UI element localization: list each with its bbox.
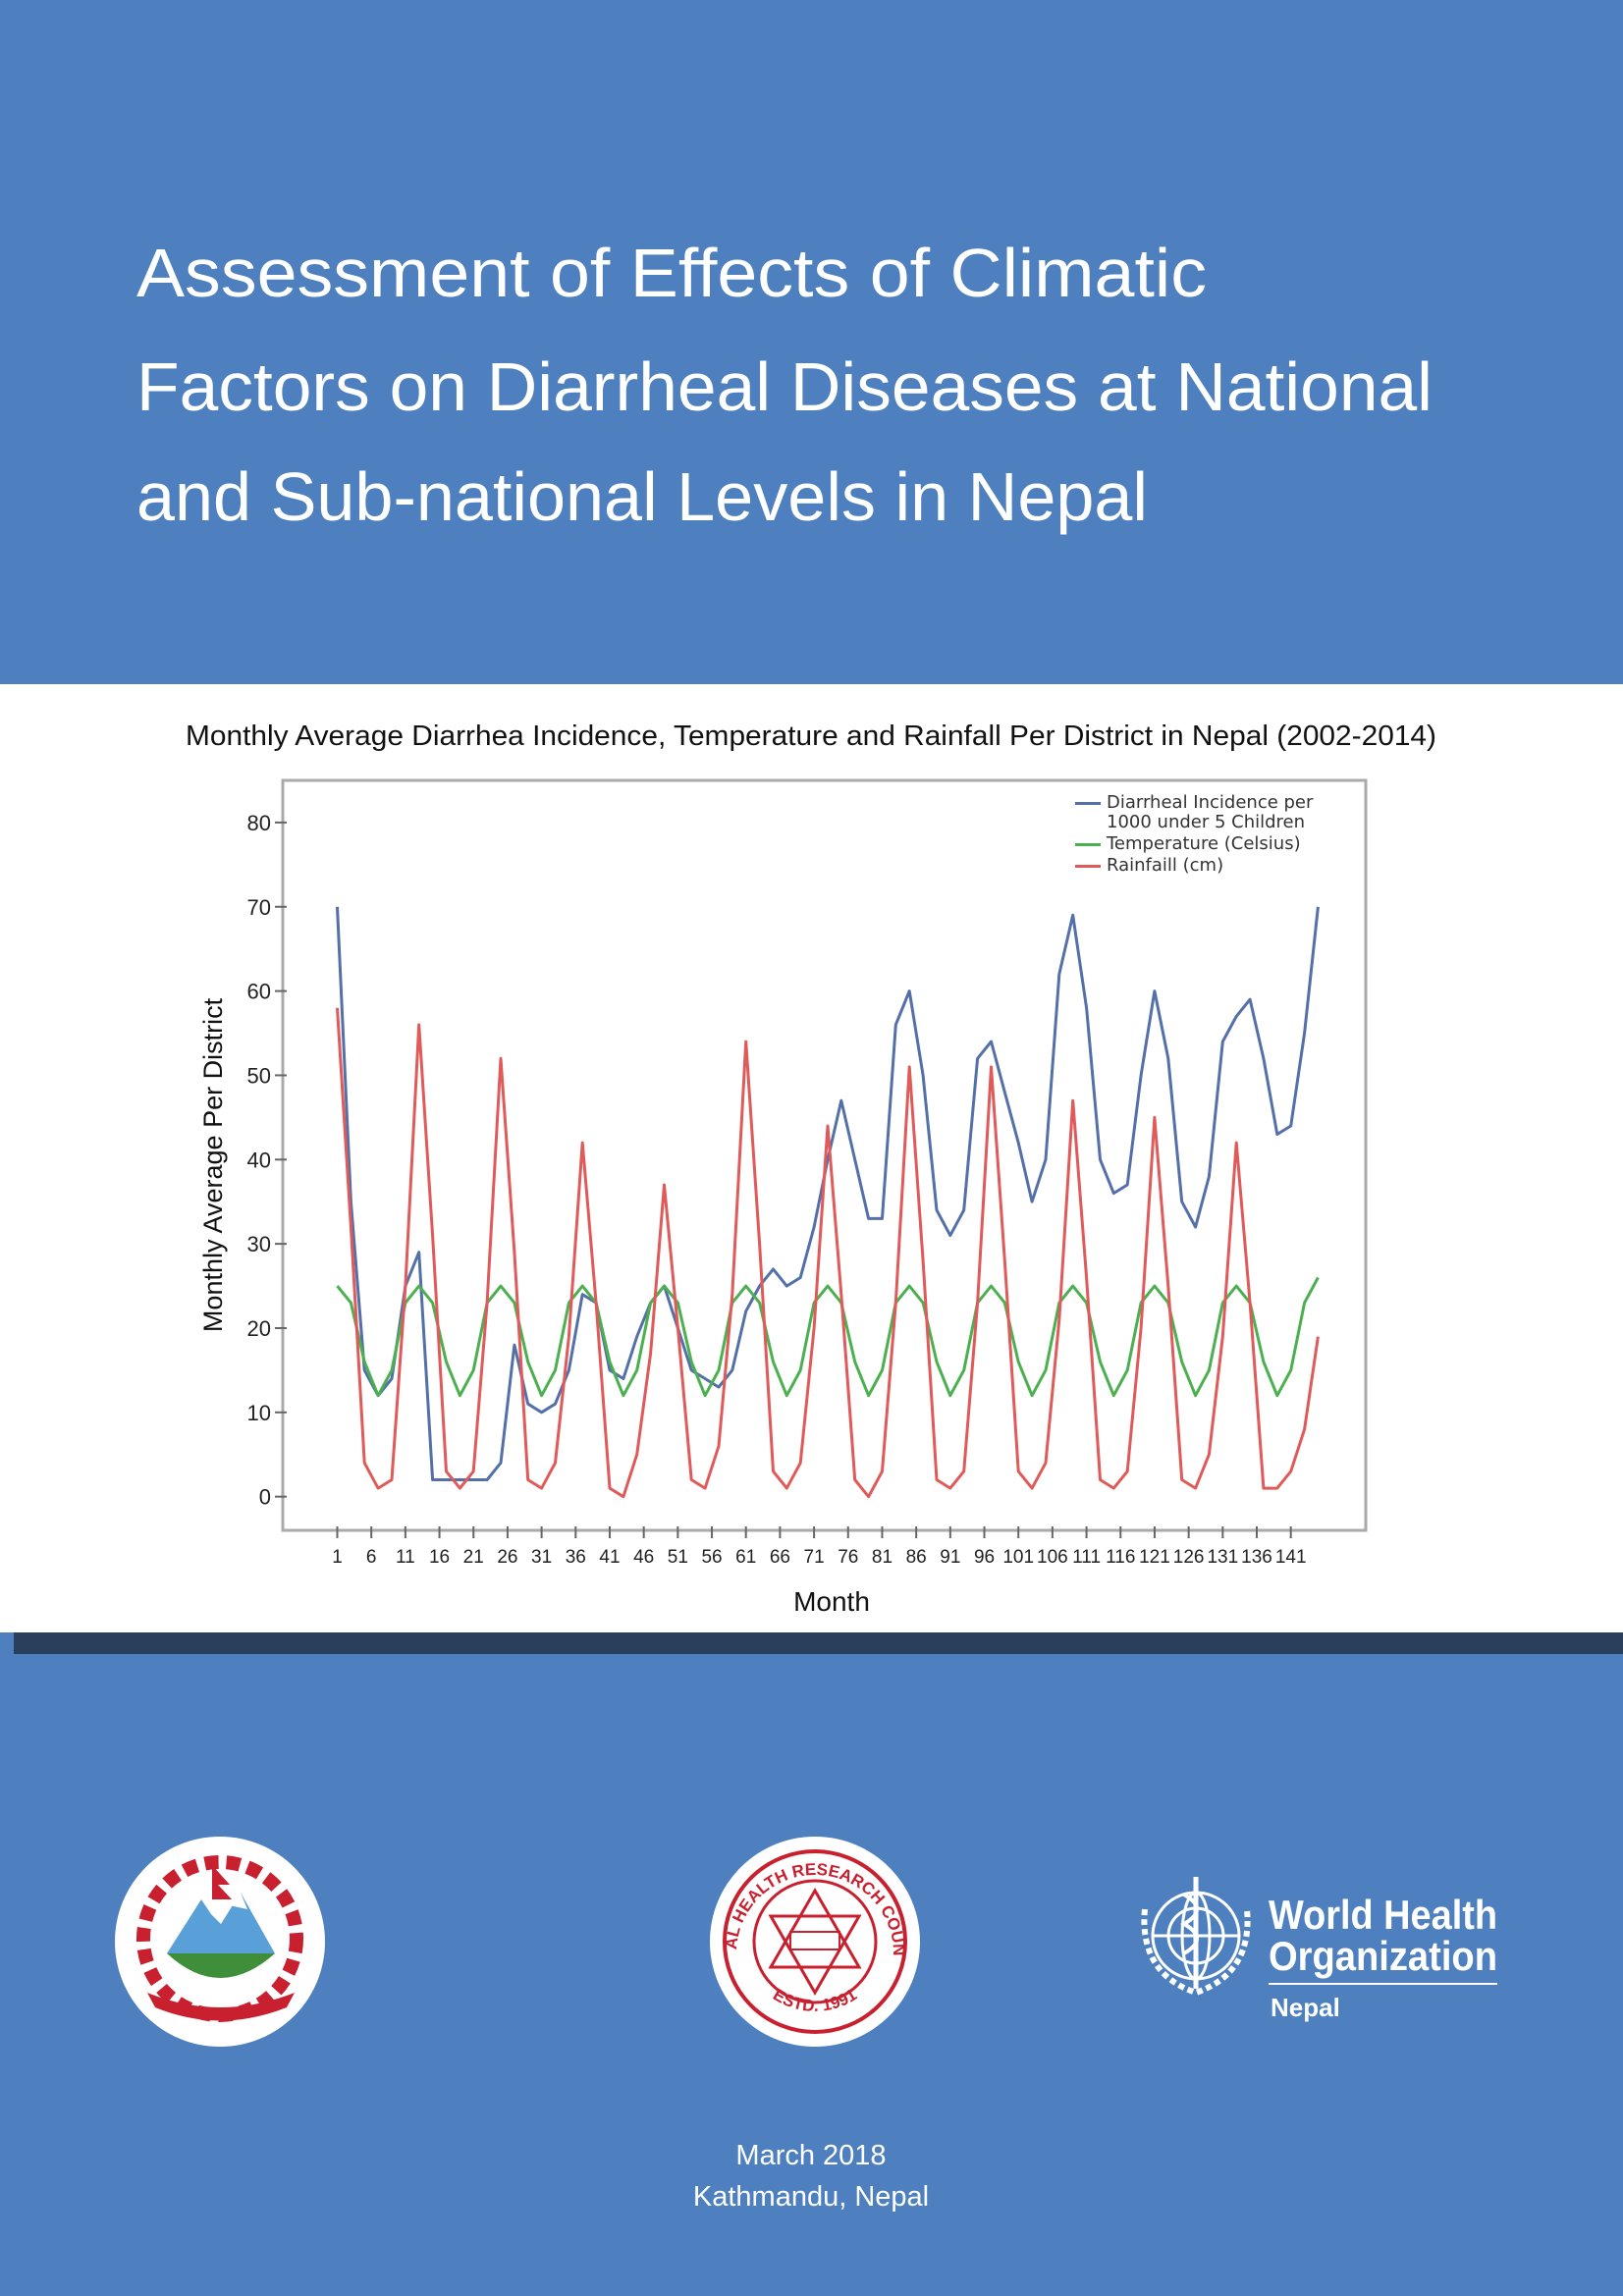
- x-tick-label: 111: [1072, 1547, 1101, 1568]
- x-tick-label: 36: [566, 1547, 586, 1568]
- legend-key: [1075, 843, 1101, 846]
- x-tick-label: 141: [1275, 1547, 1307, 1568]
- x-tick-label: 21: [463, 1547, 484, 1568]
- x-tick-label: 66: [770, 1547, 790, 1568]
- legend-entry: Rainfaill (cm): [1075, 856, 1360, 876]
- x-tick-label: 86: [906, 1547, 927, 1568]
- x-tick-label: 106: [1037, 1547, 1068, 1568]
- x-tick-label: 1: [332, 1547, 343, 1568]
- y-tick-label: 10: [247, 1401, 271, 1425]
- title-line: Assessment of Effects of Climatic: [136, 235, 1207, 311]
- y-tick-label: 80: [247, 811, 271, 835]
- shadow: [14, 1632, 1623, 1654]
- x-tick-label: 46: [633, 1547, 654, 1568]
- who-logo: World Health Organization Nepal: [1141, 1877, 1497, 2022]
- x-tick-label: 71: [804, 1547, 825, 1568]
- legend-entry: Temperature (Celsius): [1075, 834, 1360, 854]
- x-tick-label: 61: [735, 1547, 756, 1568]
- x-tick-label: 131: [1207, 1547, 1238, 1568]
- legend-label: Temperature (Celsius): [1107, 833, 1301, 854]
- x-tick-label: 41: [599, 1547, 620, 1568]
- who-country: Nepal: [1271, 1993, 1340, 2022]
- y-tick-label: 40: [247, 1148, 271, 1172]
- y-tick-label: 20: [247, 1316, 271, 1341]
- legend-key: [1075, 802, 1101, 805]
- chart-title: Monthly Average Diarrhea Incidence, Temp…: [186, 721, 1436, 752]
- x-tick-label: 26: [497, 1547, 517, 1568]
- x-tick-label: 6: [366, 1547, 377, 1568]
- x-tick-label: 16: [429, 1547, 450, 1568]
- title-line: and Sub-national Levels in Nepal: [136, 458, 1148, 535]
- series-line: [336, 1276, 1320, 1398]
- y-tick-label: 60: [247, 980, 271, 1004]
- y-tick-label: 30: [247, 1232, 271, 1256]
- legend-box: Diarrheal Incidence per 1000 under 5 Chi…: [1075, 793, 1360, 876]
- top-band: [0, 0, 1623, 684]
- y-axis-label: Monthly Average Per District: [198, 997, 228, 1332]
- date: March 2018: [735, 2140, 886, 2171]
- place: Kathmandu, Nepal: [693, 2181, 929, 2213]
- title: Assessment of Effects of Climatic Factor…: [136, 235, 1433, 535]
- who-name: World Health: [1269, 1892, 1497, 1938]
- legend-label: Diarrheal Incidence per 1000 under 5 Chi…: [1107, 793, 1314, 832]
- x-axis-label: Month: [793, 1586, 870, 1617]
- legend-label: Rainfaill (cm): [1107, 855, 1224, 876]
- x-tick-label: 81: [872, 1547, 893, 1568]
- x-tick-label: 121: [1139, 1547, 1170, 1568]
- series-line: [336, 906, 1320, 1481]
- x-tick-label: 116: [1106, 1547, 1135, 1568]
- legend-entry: Diarrheal Incidence per 1000 under 5 Chi…: [1075, 793, 1360, 832]
- y-tick-label: 70: [247, 895, 271, 920]
- series-line: [336, 1007, 1320, 1499]
- x-tick-label: 51: [668, 1547, 688, 1568]
- title-line: Factors on Diarrheal Diseases at Nationa…: [136, 348, 1433, 425]
- x-tick-label: 136: [1241, 1547, 1272, 1568]
- legend-key: [1075, 865, 1101, 868]
- x-tick-label: 11: [396, 1547, 415, 1568]
- legend: Diarrheal Incidence per 1000 under 5 Chi…: [1075, 793, 1360, 876]
- x-tick-label: 96: [974, 1547, 995, 1568]
- x-tick-label: 126: [1173, 1547, 1205, 1568]
- who-name: Organization: [1269, 1933, 1497, 1979]
- y-tick-label: 0: [259, 1485, 271, 1510]
- x-tick-label: 101: [1002, 1547, 1034, 1568]
- x-tick-label: 31: [531, 1547, 552, 1568]
- x-tick-label: 56: [701, 1547, 722, 1568]
- x-tick-label: 91: [940, 1547, 960, 1568]
- y-tick-label: 50: [247, 1063, 271, 1088]
- government-emblem: [115, 1837, 325, 2047]
- x-tick-label: 76: [838, 1547, 858, 1568]
